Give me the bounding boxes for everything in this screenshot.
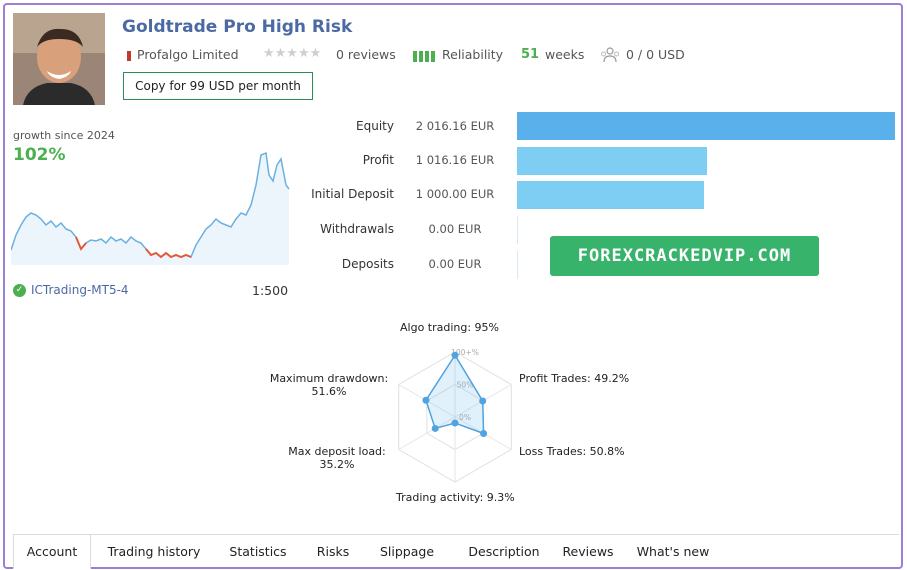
- bar-deposits: [517, 251, 518, 279]
- radar-label-loss-trades: Loss Trades: 50.8%: [519, 445, 625, 458]
- metric-value-deposits: 0.00 EUR: [428, 257, 482, 271]
- rating-stars-icon: ★★★★★: [263, 46, 322, 61]
- radar-data-point[interactable]: [451, 419, 459, 427]
- reliability-icon: [413, 50, 437, 65]
- radar-tick-label: 0%: [459, 413, 471, 422]
- radar-data-point[interactable]: [479, 397, 487, 405]
- radar-data-point[interactable]: [431, 424, 439, 432]
- metric-value-withdrawals: 0.00 EUR: [428, 222, 482, 236]
- page-title[interactable]: Goldtrade Pro High Risk: [122, 17, 353, 37]
- tab-trading-history[interactable]: Trading history: [107, 543, 201, 559]
- weeks-value: 51: [521, 47, 540, 62]
- tab-account[interactable]: Account: [13, 534, 91, 569]
- reviews-count[interactable]: 0 reviews: [336, 47, 396, 62]
- growth-label: growth since 2024: [13, 129, 115, 142]
- reliability-label: Reliability: [442, 47, 504, 62]
- subscribers-icon: [600, 46, 620, 67]
- radar-data-point[interactable]: [480, 430, 488, 438]
- radar-data-point[interactable]: [422, 396, 430, 404]
- metric-label-equity: Equity: [356, 119, 394, 133]
- avatar-photo: [13, 13, 105, 105]
- broker-server[interactable]: ✓ ICTrading-MT5-4: [13, 283, 129, 297]
- radar-label-algo-trading: Algo trading: 95%: [400, 321, 500, 334]
- flag-icon: [127, 51, 131, 61]
- radar-axis-line: [398, 416, 456, 450]
- watermark-banner: FOREXCRACKEDVIP.COM: [550, 236, 819, 276]
- tab-bar: Account Trading history Statistics Risks…: [13, 534, 899, 569]
- radar-label-max-drawdown-value: 51.6%: [311, 385, 347, 398]
- bar-profit: [517, 147, 707, 175]
- tab-risks[interactable]: Risks: [316, 543, 350, 559]
- radar-tick-label: 50%: [457, 381, 474, 390]
- radar-tick-label: 100+%: [451, 348, 479, 357]
- page-frame: Goldtrade Pro High Risk Profalgo Limited…: [3, 3, 903, 569]
- tab-whats-new[interactable]: What's new: [636, 543, 710, 559]
- subscribers-value: 0 / 0 USD: [626, 47, 685, 62]
- radar-label-max-deposit-load-title: Max deposit load:: [288, 445, 386, 458]
- broker-name[interactable]: ICTrading-MT5-4: [31, 283, 129, 297]
- bar-initial-deposit: [517, 181, 704, 209]
- weeks-label: weeks: [545, 47, 585, 62]
- metric-label-initial-deposit: Initial Deposit: [311, 187, 394, 201]
- tab-statistics[interactable]: Statistics: [229, 543, 287, 559]
- leverage-value: 1:500: [252, 283, 289, 298]
- metric-value-initial-deposit: 1 000.00 EUR: [415, 187, 495, 201]
- metric-label-deposits: Deposits: [341, 257, 394, 271]
- radar-label-max-deposit-load-value: 35.2%: [319, 458, 355, 471]
- bar-withdrawals: [517, 216, 518, 244]
- tab-slippage[interactable]: Slippage: [379, 543, 435, 559]
- metric-label-profit: Profit: [362, 153, 394, 167]
- tab-description[interactable]: Description: [468, 543, 540, 559]
- growth-value: 102%: [13, 145, 66, 165]
- radar-label-trading-activity: Trading activity: 9.3%: [396, 491, 515, 504]
- radar-label-profit-trades: Profit Trades: 49.2%: [519, 372, 630, 385]
- radar-label-max-drawdown-title: Maximum drawdown:: [269, 372, 389, 385]
- radar-chart: 100+% 50% 0%: [398, 348, 512, 483]
- company-name[interactable]: Profalgo Limited: [137, 47, 239, 62]
- avatar[interactable]: [13, 13, 105, 105]
- copy-signal-button[interactable]: Copy for 99 USD per month: [123, 72, 313, 100]
- metric-value-profit: 1 016.16 EUR: [415, 153, 495, 167]
- growth-chart[interactable]: [11, 145, 291, 265]
- radar-data-point[interactable]: [451, 351, 459, 359]
- growth-chart-drawdown-2: [145, 248, 192, 259]
- radar-label-max-deposit-load: Max deposit load: 35.2%: [287, 445, 387, 471]
- metric-value-equity: 2 016.16 EUR: [415, 119, 495, 133]
- bar-equity: [517, 112, 895, 140]
- metric-label-withdrawals: Withdrawals: [320, 222, 394, 236]
- radar-label-max-drawdown: Maximum drawdown: 51.6%: [269, 372, 389, 398]
- tab-reviews[interactable]: Reviews: [562, 543, 614, 559]
- verified-icon: ✓: [13, 283, 26, 297]
- growth-chart-drawdown-1: [75, 236, 87, 251]
- growth-chart-area: [11, 153, 289, 265]
